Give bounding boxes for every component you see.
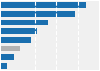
Bar (1, 63, 7, 69)
Bar (1, 28, 37, 34)
Bar (1, 2, 86, 8)
Bar (1, 20, 48, 25)
Bar (1, 46, 20, 51)
Bar (1, 54, 14, 60)
Bar (1, 11, 75, 17)
Bar (1, 37, 31, 43)
